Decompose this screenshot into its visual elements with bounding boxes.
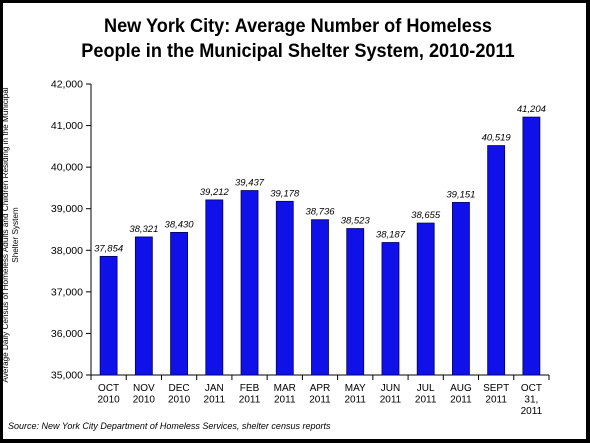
x-category-label: NOV 2010 (133, 383, 156, 406)
x-category-label: JUL 2011 (415, 383, 437, 406)
y-tick-label: 39,000 (51, 203, 83, 215)
bar (522, 116, 541, 376)
x-category-label-line: SEPT (483, 383, 509, 394)
x-category-label-line: DEC (169, 383, 190, 394)
x-category-label-line: MAY (345, 383, 366, 394)
bar-value-label: 41,204 (517, 104, 546, 115)
x-category-label-line: FEB (240, 383, 260, 394)
bar (134, 236, 153, 376)
bar-value-label: 38,430 (165, 219, 195, 230)
x-category-label-line: 2011 (309, 395, 331, 406)
bar-value-label: 38,736 (305, 207, 335, 218)
x-category-label-line: 2011 (450, 395, 472, 406)
x-category-label-line: OCT (98, 383, 119, 394)
y-tick-label: 41,000 (51, 120, 83, 132)
y-tick-label: 38,000 (51, 245, 83, 257)
bar (452, 202, 470, 376)
x-category-label-line: 2010 (168, 395, 191, 406)
y-tick-label: 37,000 (51, 286, 83, 298)
x-category-label: MAY 2011 (344, 383, 366, 406)
x-category-label-line: 31, (524, 395, 538, 406)
x-category-label-line: 2011 (274, 395, 296, 406)
bar-value-label: 39,437 (235, 178, 265, 189)
source-note: Source: New York City Department of Home… (8, 421, 331, 431)
x-category-label-line: 2011 (521, 406, 543, 417)
x-category-label-line: MAR (274, 383, 296, 394)
y-tick-label: 40,000 (51, 162, 83, 174)
bar (240, 190, 259, 376)
x-category-label-line: JUN (381, 383, 400, 394)
bar-value-label: 38,187 (376, 230, 406, 241)
x-category-label-line: JAN (205, 383, 224, 394)
x-category-label-line: 2010 (97, 395, 120, 406)
bar-value-label: 40,519 (482, 133, 512, 144)
x-category-label: JAN 2011 (204, 383, 226, 406)
x-category-label-line: 2011 (485, 395, 507, 406)
x-category-label: AUG 2011 (450, 383, 472, 406)
x-category-label: MAR 2011 (274, 383, 296, 406)
x-category-label: JUN 2011 (380, 383, 402, 406)
bar-value-label: 39,151 (446, 189, 475, 200)
bar-value-label: 39,178 (270, 188, 300, 199)
x-category-label-line: APR (310, 383, 331, 394)
chart-title-line-1: New York City: Average Number of Homeles… (103, 15, 493, 37)
x-category-label: APR 2011 (309, 383, 331, 406)
x-category-label-line: 2011 (344, 395, 366, 406)
bar (99, 255, 118, 376)
x-category-label-line: 2011 (380, 395, 402, 406)
y-tick-label: 35,000 (51, 370, 83, 382)
bar (275, 200, 294, 376)
bar (416, 222, 435, 376)
x-category-label-line: 2011 (415, 395, 437, 406)
x-category-label-line: 2011 (204, 395, 226, 406)
x-category-label: SEPT 2011 (483, 383, 509, 406)
bar-value-label: 38,523 (341, 216, 371, 227)
bar-value-label: 38,655 (411, 210, 441, 221)
x-category-label-line: 2011 (239, 395, 261, 406)
y-tick-label: 36,000 (51, 328, 83, 340)
bar-value-label: 37,854 (94, 243, 123, 254)
bar (311, 219, 329, 376)
y-tick-label: 42,000 (51, 79, 83, 91)
bar-value-label: 38,321 (129, 224, 158, 235)
chart-title-line-2: People in the Municipal Shelter System, … (81, 40, 515, 62)
x-category-label-line: AUG (450, 383, 472, 394)
bar (346, 228, 365, 376)
x-category-label: OCT 2010 (97, 383, 120, 406)
x-category-label-line: OCT (521, 383, 542, 394)
bar (205, 199, 224, 376)
bar (487, 145, 506, 376)
x-category-label-line: 2010 (133, 395, 156, 406)
bar (381, 242, 400, 376)
x-category-label-line: JUL (417, 383, 435, 394)
x-category-label: DEC 2010 (168, 383, 191, 406)
bar (170, 232, 188, 376)
x-category-label-line: NOV (133, 383, 155, 394)
x-category-label: OCT 31, 2011 (521, 383, 543, 417)
bar-value-label: 39,212 (200, 187, 230, 198)
x-category-label: FEB 2011 (239, 383, 261, 406)
